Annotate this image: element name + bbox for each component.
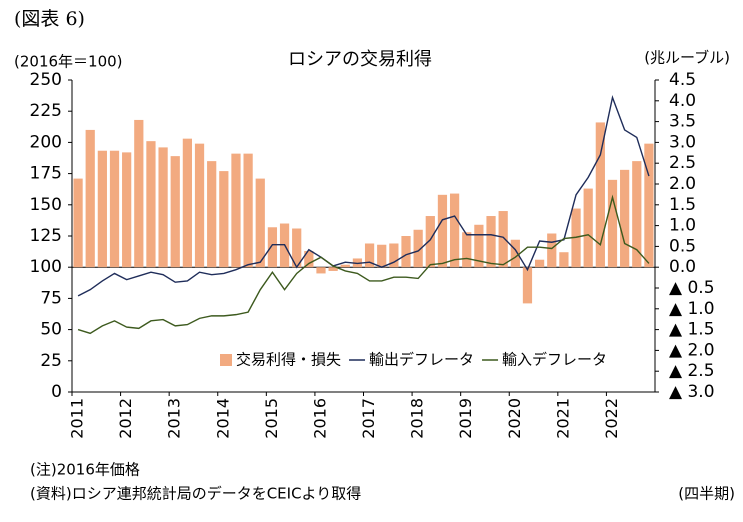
y-tick-label: 150 — [30, 195, 62, 215]
bar — [632, 161, 642, 268]
y2-tick-label: 0.0 — [669, 257, 696, 277]
bar — [644, 143, 654, 268]
bar — [486, 216, 496, 268]
y-tick-label: 200 — [30, 132, 62, 152]
legend-label: 輸入デフレータ — [502, 351, 607, 369]
y2-tick-label: 1.5 — [669, 195, 696, 215]
y2-tick-label: ▲ 1.0 — [669, 299, 715, 319]
bar — [462, 232, 472, 268]
bar — [292, 228, 302, 268]
bar — [194, 143, 205, 268]
bar — [583, 188, 593, 268]
bar — [134, 119, 144, 268]
x-tick-label: 2012 — [116, 398, 135, 439]
y2-tick-label: 2.5 — [669, 153, 696, 173]
bar — [401, 236, 411, 268]
bar — [437, 194, 448, 268]
unit-note: (四半期) — [678, 485, 735, 503]
bar — [182, 138, 193, 268]
y2-tick-label: ▲ 2.0 — [669, 340, 715, 360]
bar — [474, 224, 484, 268]
bar — [255, 178, 265, 268]
y2-tick-label: 0.5 — [669, 236, 696, 256]
bar — [413, 229, 423, 268]
y2-tick-label: 4.0 — [669, 91, 696, 111]
x-tick-label: 2017 — [359, 398, 378, 439]
bar — [219, 171, 229, 268]
bar — [85, 129, 95, 268]
bar — [510, 239, 520, 268]
y-tick-label: 0 — [51, 382, 62, 402]
bar — [340, 264, 350, 268]
x-tick-label: 2016 — [310, 398, 329, 439]
bar — [73, 178, 83, 268]
y-tick-label: 25 — [40, 351, 62, 371]
bar — [364, 243, 375, 268]
bar — [170, 156, 180, 268]
bar — [146, 141, 156, 268]
bar — [449, 193, 460, 268]
y2-tick-label: 2.0 — [669, 174, 696, 194]
bar — [267, 227, 278, 268]
legend-label: 交易利得・損失 — [236, 351, 341, 369]
bar — [207, 161, 217, 268]
bar — [607, 179, 618, 268]
bar — [425, 216, 435, 268]
bar — [498, 211, 508, 268]
y2-tick-label: ▲ 3.0 — [669, 382, 715, 402]
y-tick-label: 125 — [30, 226, 62, 246]
y-axis-label: (2016年＝100) — [14, 53, 123, 71]
bar — [534, 259, 545, 268]
y-tick-label: 100 — [30, 257, 62, 277]
figure-label: (図表 6) — [14, 8, 85, 30]
legend-swatch — [220, 354, 232, 366]
bar — [328, 267, 338, 271]
y-tick-label: 175 — [30, 164, 62, 184]
bar — [389, 243, 399, 268]
bar — [122, 152, 132, 268]
x-tick-label: 2018 — [408, 398, 427, 439]
x-tick-label: 2013 — [165, 398, 184, 439]
y2-tick-label: ▲ 2.5 — [669, 361, 715, 381]
bar — [158, 147, 168, 268]
note: (注)2016年価格 — [30, 461, 140, 479]
x-tick-label: 2020 — [505, 398, 524, 439]
y-tick-label: 75 — [40, 288, 62, 308]
y2-tick-label: ▲ 1.5 — [669, 320, 715, 340]
bar — [231, 153, 241, 268]
chart-title: ロシアの交易利得 — [288, 49, 432, 70]
line — [77, 194, 650, 335]
y2-axis-label: (兆ルーブル) — [644, 49, 730, 67]
bar — [304, 250, 314, 268]
y-tick-label: 50 — [40, 320, 62, 340]
x-tick-label: 2014 — [213, 398, 232, 439]
y2-tick-label: 3.0 — [669, 132, 696, 152]
y2-tick-label: 3.5 — [669, 112, 696, 132]
x-tick-label: 2019 — [456, 398, 475, 439]
y-tick-label: 225 — [30, 101, 62, 121]
bar — [620, 169, 630, 268]
x-tick-label: 2011 — [68, 398, 87, 439]
bar — [522, 267, 533, 304]
y2-tick-label: 1.0 — [669, 216, 696, 236]
x-tick-label: 2022 — [602, 398, 621, 439]
bar — [316, 267, 326, 274]
legend-label: 輸出デフレータ — [369, 351, 474, 369]
bar — [595, 122, 605, 268]
bar — [559, 252, 569, 268]
bar — [377, 244, 387, 268]
bar — [109, 150, 120, 268]
line — [77, 94, 650, 297]
y2-tick-label: ▲ 0.5 — [669, 278, 715, 298]
x-tick-label: 2015 — [262, 398, 281, 439]
source: (資料)ロシア連邦統計局のデータをCEICより取得 — [30, 485, 361, 503]
bar — [243, 153, 253, 268]
bar — [97, 150, 107, 268]
bar — [547, 233, 557, 268]
y-tick-label: 250 — [30, 70, 62, 90]
y2-tick-label: 4.5 — [669, 70, 696, 90]
x-tick-label: 2021 — [553, 398, 572, 439]
